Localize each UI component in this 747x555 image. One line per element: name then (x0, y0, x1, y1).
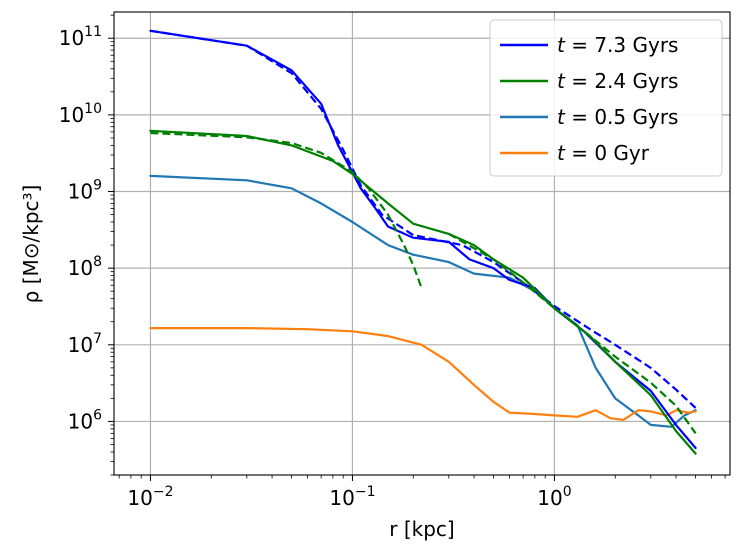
series-layer (149, 29, 697, 455)
plot-frame (113, 11, 731, 476)
series-line-t-2-4-gyrs (149, 129, 697, 455)
legend-box (489, 19, 723, 177)
legend-label: t = 7.3 Gyrs (557, 33, 678, 57)
y-tick-label: 106 (68, 407, 102, 433)
series-line-t-0-gyr (149, 327, 697, 421)
series-line-t-0-5-gyrs (149, 174, 697, 428)
x-axis-label: r [kpc] (389, 517, 454, 541)
y-axis-label: ρ [M⊙/kpc³] (19, 185, 43, 304)
series-line-t-2-4-gyrs-fit-outer (448, 232, 697, 434)
y-tick-label: 109 (68, 178, 102, 204)
y-tick-label: 1010 (59, 101, 102, 127)
legend-label: t = 0 Gyr (557, 141, 650, 165)
x-axis: 10−2 10−1 100 (118, 475, 726, 510)
series-line-t-2-4-gyrs-fit-inner (150, 131, 423, 289)
legend: t = 7.3 Gyrs t = 2.4 Gyrs t = 0.5 Gyrs t = … (489, 19, 723, 177)
y-tick-label: 1011 (59, 24, 102, 50)
y-tick-label: 108 (68, 254, 102, 280)
x-tick-label: 100 (537, 484, 571, 510)
y-axis: 106 107 108 109 1010 1011 (59, 14, 114, 476)
x-tick-label: 10−1 (329, 484, 375, 510)
y-tick-label: 107 (68, 331, 102, 357)
x-tick-label: 10−2 (127, 484, 173, 510)
series-line-t-7-3-gyrs-fit (150, 29, 697, 409)
legend-label: t = 2.4 Gyrs (557, 69, 678, 93)
legend-label: t = 0.5 Gyrs (557, 105, 678, 129)
